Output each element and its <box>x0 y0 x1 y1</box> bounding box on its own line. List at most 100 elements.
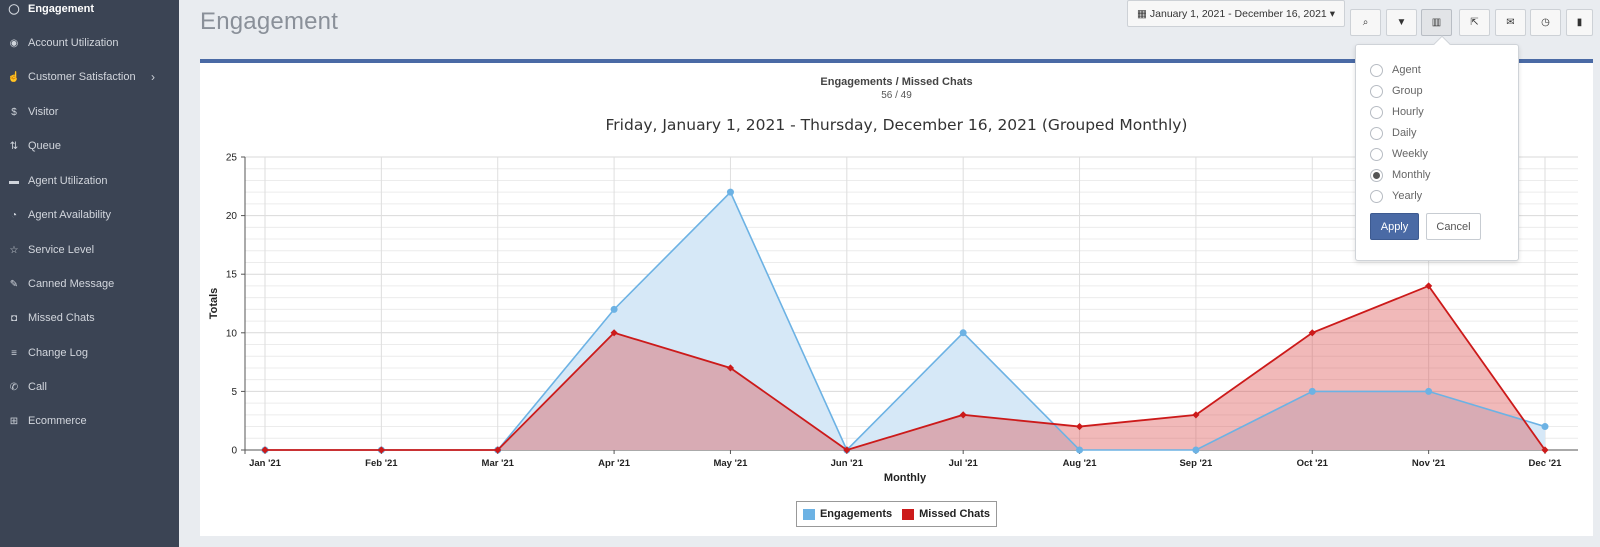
data-point-engagements <box>959 329 967 337</box>
sidebar-item-canned-message[interactable]: ✎ Canned Message <box>0 267 179 301</box>
group-option-daily[interactable]: Daily <box>1370 125 1416 141</box>
series-line-missed-chats <box>265 284 1546 451</box>
sidebar-item-agent-utilization[interactable]: ▬ Agent Utilization <box>0 164 179 198</box>
calendar-icon: ▦ <box>1136 7 1147 20</box>
sidebar-item-visitor[interactable]: $ Visitor <box>0 95 179 129</box>
clock-icon: ◷ <box>1541 17 1550 28</box>
popover-arrow <box>1433 35 1451 53</box>
grouping-popover: Agent Group Hourly Daily Weekly Monthly Yearly… <box>1355 35 1519 261</box>
sidebar-item-label: Change Log <box>28 347 88 359</box>
group-option-label: Agent <box>1392 64 1421 76</box>
y-tick-label: 20 <box>226 211 238 222</box>
filter-button[interactable]: ▼ <box>1386 9 1417 36</box>
x-tick-label: Feb '21 <box>365 458 398 469</box>
schedule-button[interactable]: ◷ <box>1530 9 1561 36</box>
sidebar-item-ecommerce[interactable]: ⊞ Ecommerce <box>0 404 179 438</box>
data-point-engagements <box>1425 387 1433 395</box>
radio-unchecked-icon[interactable] <box>1370 105 1383 119</box>
sidebar-item-missed-chats[interactable]: ◘ Missed Chats <box>0 301 179 335</box>
group-option-label: Monthly <box>1392 169 1431 181</box>
sidebar-item-label: Service Level <box>28 244 95 256</box>
sidebar-item-label: Account Utilization <box>28 37 119 49</box>
share-button[interactable]: ⇱ <box>1459 9 1490 36</box>
data-point-missed-chats <box>1075 422 1084 431</box>
x-tick-label: Jul '21 <box>949 458 979 469</box>
radio-unchecked-icon[interactable] <box>1370 189 1383 203</box>
group-option-label: Yearly <box>1392 190 1423 202</box>
cancel-button[interactable]: Cancel <box>1426 213 1481 240</box>
sidebar-item-customer-satisfaction[interactable]: ☝ Customer Satisfaction › <box>0 60 179 94</box>
x-tick-label: Jan '21 <box>249 458 282 469</box>
data-point-missed-chats <box>1541 446 1549 454</box>
legend-swatch-missed-chats <box>902 508 915 520</box>
group-option-agent[interactable]: Agent <box>1370 62 1421 78</box>
clock-icon: ◔ <box>10 209 18 221</box>
data-point-engagements <box>1308 387 1316 395</box>
group-option-weekly[interactable]: Weekly <box>1370 146 1428 162</box>
bookmark-button[interactable]: ▮ <box>1566 9 1593 36</box>
y-tick-label: 10 <box>226 328 238 339</box>
date-range-picker[interactable]: ▦ January 1, 2021 - December 16, 2021 ▾ <box>1127 0 1345 27</box>
filter-icon: ▼ <box>1396 17 1407 28</box>
sidebar-item-account-utilization[interactable]: ◉ Account Utilization <box>0 26 179 60</box>
sidebar-item-label: Visitor <box>28 106 59 118</box>
group-option-group[interactable]: Group <box>1370 83 1423 99</box>
group-option-label: Group <box>1392 85 1423 97</box>
group-option-label: Hourly <box>1392 106 1424 118</box>
group-option-hourly[interactable]: Hourly <box>1370 104 1424 120</box>
search-button[interactable]: ⌕ <box>1350 9 1381 36</box>
sidebar-item-agent-availability[interactable]: ◔ Agent Availability <box>0 198 179 232</box>
search-icon: ⌕ <box>1362 17 1369 28</box>
radio-checked-icon[interactable] <box>1370 168 1383 182</box>
group-option-monthly[interactable]: Monthly <box>1370 167 1431 183</box>
data-point-missed-chats <box>377 446 385 454</box>
group-option-yearly[interactable]: Yearly <box>1370 188 1422 204</box>
legend-label-engagements: Engagements <box>819 508 893 520</box>
sidebar-item-service-level[interactable]: ☆ Service Level <box>0 233 179 267</box>
data-point-engagements <box>1076 446 1084 454</box>
sidebar-item-change-log[interactable]: ≡ Change Log <box>0 336 179 370</box>
sidebar-item-label: Missed Chats <box>28 312 95 324</box>
y-axis-title: Totals <box>208 288 220 320</box>
radio-unchecked-icon[interactable] <box>1370 126 1383 140</box>
x-tick-label: May '21 <box>713 458 748 469</box>
dashboard-icon: ◉ <box>9 37 19 49</box>
sidebar-item-label: Queue <box>28 140 62 152</box>
chart-group-button[interactable]: ▥ <box>1421 9 1452 36</box>
sidebar-item-engagement[interactable]: ◯ Engagement <box>0 0 179 26</box>
x-axis-title: Monthly <box>884 472 927 484</box>
engagement-area-chart: 0 5 10 15 20 25 Jan '21 Feb '21 Mar '21 Apr '21 Ma… <box>208 153 1578 484</box>
x-tick-label: Sep '21 <box>1179 458 1213 469</box>
thumbs-up-icon: ☝ <box>7 71 21 83</box>
envelope-icon: ✉ <box>1506 17 1515 28</box>
data-point-engagements <box>1541 423 1549 431</box>
apply-button[interactable]: Apply <box>1370 213 1419 240</box>
card-icon: ▬ <box>9 175 19 187</box>
data-point-missed-chats <box>261 446 269 454</box>
share-icon: ⇱ <box>1470 17 1479 28</box>
chart-legend: Engagements Missed Chats <box>796 501 997 527</box>
chart-title: Friday, January 1, 2021 - Thursday, Dece… <box>605 116 1188 134</box>
x-tick-label: Nov '21 <box>1412 458 1446 469</box>
x-tick-label: Mar '21 <box>482 458 515 469</box>
caret-down-icon: ▾ <box>1329 7 1336 20</box>
legend-item-missed-chats[interactable]: Missed Chats <box>902 508 990 520</box>
sidebar-item-label: Canned Message <box>28 278 115 290</box>
edit-icon: ✎ <box>9 278 19 290</box>
y-tick-label: 0 <box>231 446 237 457</box>
sidebar-item-label: Call <box>28 381 47 393</box>
data-point-missed-chats <box>726 364 735 372</box>
email-button[interactable]: ✉ <box>1495 9 1526 36</box>
database-icon: ≡ <box>11 347 17 359</box>
data-point-engagements <box>1192 446 1200 454</box>
x-tick-label: Jun '21 <box>831 458 864 469</box>
data-point-engagements <box>726 188 734 196</box>
radio-unchecked-icon[interactable] <box>1370 84 1383 98</box>
radio-unchecked-icon[interactable] <box>1370 63 1383 77</box>
sidebar-item-call[interactable]: ✆ Call <box>0 370 179 404</box>
bookmark-icon: ▮ <box>1576 17 1583 28</box>
legend-item-engagements[interactable]: Engagements <box>802 508 893 520</box>
radio-unchecked-icon[interactable] <box>1370 147 1383 161</box>
sidebar-item-queue[interactable]: ⇅ Queue <box>0 129 179 163</box>
data-point-missed-chats <box>959 411 967 419</box>
